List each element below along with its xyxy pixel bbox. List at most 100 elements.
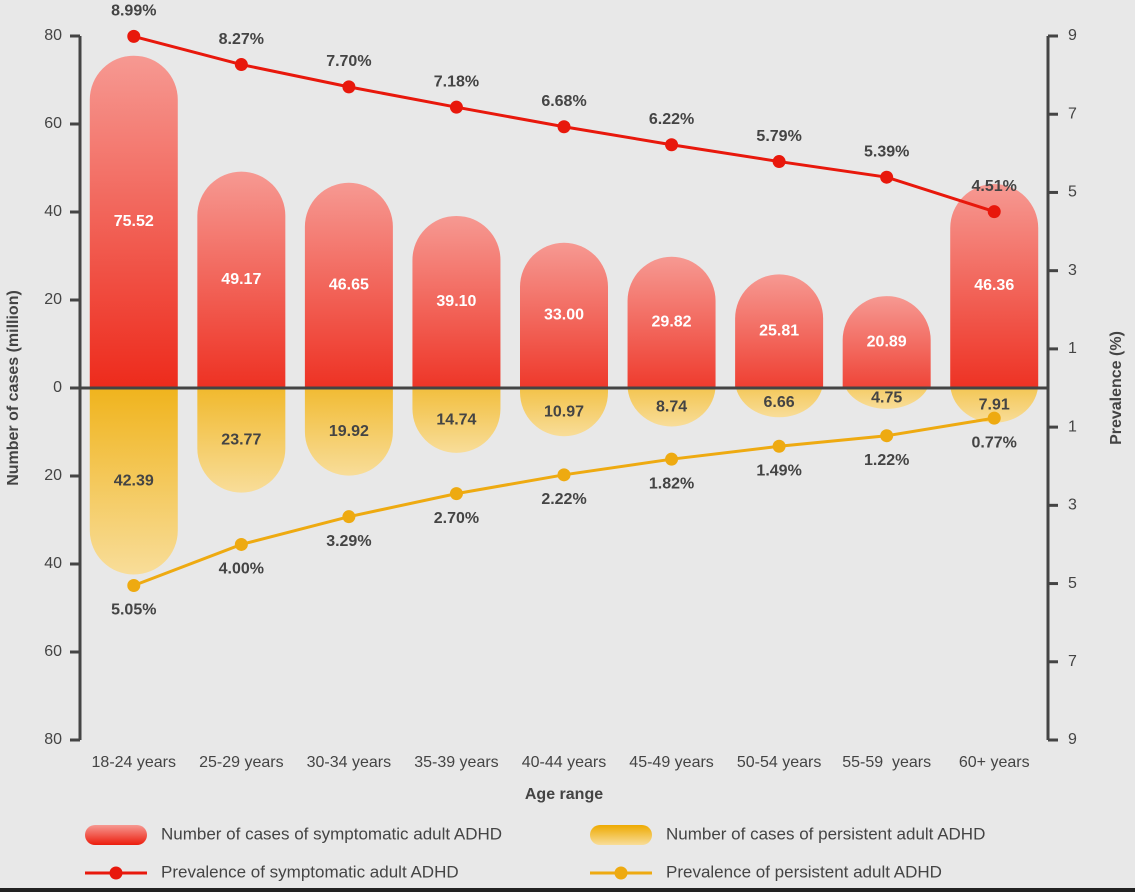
- y-tick-label: 20: [44, 467, 62, 484]
- x-tick-label: 40-44 years: [522, 754, 607, 771]
- bar-value-label: 8.74: [656, 398, 687, 415]
- line-point: [772, 155, 786, 169]
- bar: [736, 388, 823, 418]
- bar-value-label: 6.66: [764, 394, 795, 411]
- bar-value-label: 39.10: [436, 293, 476, 310]
- bar: [845, 388, 928, 409]
- y2-tick-label: 7: [1068, 653, 1077, 670]
- bar-value-label: 42.39: [114, 472, 154, 489]
- line-value-label: 4.51%: [972, 178, 1017, 195]
- legend-label: Number of cases of symptomatic adult ADH…: [161, 824, 502, 843]
- line-point: [987, 205, 1001, 219]
- y-tick-label: 0: [53, 379, 62, 396]
- legend-swatch: [590, 825, 652, 845]
- x-axis-label: Age range: [525, 786, 603, 803]
- line-point: [127, 29, 141, 43]
- bar: [950, 388, 1038, 423]
- legend-swatch: [85, 825, 147, 845]
- bar-value-label: 46.36: [974, 277, 1014, 294]
- x-tick-label: 30-34 years: [307, 754, 392, 771]
- line-value-label: 0.77%: [972, 434, 1017, 451]
- x-tick-label: 18-24 years: [92, 754, 177, 771]
- bar: [520, 388, 608, 437]
- line-value-label: 7.70%: [326, 53, 371, 70]
- line-value-label: 6.22%: [649, 111, 694, 128]
- y2-tick-label: 3: [1068, 262, 1077, 279]
- y-tick-label: 60: [44, 115, 62, 132]
- y2-tick-label: 9: [1068, 27, 1077, 44]
- x-tick-label: 55-59 years: [842, 754, 931, 771]
- bar: [412, 388, 501, 453]
- legend-swatch: [109, 866, 123, 880]
- bar: [89, 55, 178, 388]
- bar: [735, 274, 824, 388]
- x-tick-label: 60+ years: [959, 754, 1030, 771]
- line-value-label: 1.22%: [864, 452, 909, 469]
- y-tick-label: 60: [44, 643, 62, 660]
- bar-value-label: 4.75: [871, 390, 902, 407]
- bar-value-label: 33.00: [544, 307, 584, 324]
- line-point: [557, 120, 571, 134]
- legend-label: Prevalence of symptomatic adult ADHD: [161, 862, 459, 881]
- bar-value-label: 25.81: [759, 322, 799, 339]
- y-tick-label: 40: [44, 555, 62, 572]
- bar-value-label: 46.65: [329, 277, 369, 294]
- bar: [627, 256, 716, 388]
- bottom-border: [0, 888, 1135, 892]
- line-point: [449, 487, 463, 501]
- bar: [627, 388, 716, 427]
- line-value-label: 5.79%: [756, 128, 801, 145]
- bar: [520, 242, 608, 388]
- y2-tick-label: 5: [1068, 184, 1077, 201]
- y2-tick-label: 3: [1068, 497, 1077, 514]
- y2-tick-label: 5: [1068, 575, 1077, 592]
- line-value-label: 6.68%: [541, 93, 586, 110]
- legend-label: Number of cases of persistent adult ADHD: [666, 824, 985, 843]
- y-tick-label: 80: [44, 27, 62, 44]
- line-point: [987, 411, 1001, 425]
- y2-tick-label: 1: [1068, 418, 1077, 435]
- bar: [304, 182, 393, 388]
- line-point: [880, 170, 894, 184]
- bar: [197, 171, 286, 388]
- y-axis-label: Number of cases (million): [5, 290, 22, 486]
- line-point: [449, 100, 463, 114]
- line-value-label: 3.29%: [326, 533, 371, 550]
- line-value-label: 5.05%: [111, 602, 156, 619]
- line-value-label: 1.49%: [756, 462, 801, 479]
- bar-value-label: 7.91: [979, 397, 1010, 414]
- bar: [304, 388, 393, 476]
- bar-value-label: 14.74: [436, 412, 476, 429]
- legend-swatch: [614, 866, 628, 880]
- x-tick-label: 50-54 years: [737, 754, 822, 771]
- y2-tick-label: 1: [1068, 340, 1077, 357]
- line-point: [234, 58, 248, 72]
- line-point: [880, 429, 894, 443]
- bar-value-label: 19.92: [329, 423, 369, 440]
- line-point: [772, 439, 786, 453]
- bar: [950, 184, 1039, 388]
- y2-tick-label: 7: [1068, 105, 1077, 122]
- x-tick-label: 45-49 years: [629, 754, 714, 771]
- bar: [89, 388, 178, 575]
- line-point: [557, 468, 571, 482]
- bar: [842, 296, 931, 388]
- y2-axis-label: Prevalence (%): [1108, 331, 1125, 445]
- y2-tick-label: 9: [1068, 731, 1077, 748]
- x-tick-label: 25-29 years: [199, 754, 284, 771]
- bar-value-label: 23.77: [221, 432, 261, 449]
- line-point: [234, 537, 248, 551]
- y-tick-label: 40: [44, 203, 62, 220]
- line-value-label: 8.27%: [219, 31, 264, 48]
- y-tick-label: 20: [44, 291, 62, 308]
- bar-value-label: 49.17: [221, 271, 261, 288]
- line-value-label: 2.70%: [434, 510, 479, 527]
- line-value-label: 2.22%: [541, 491, 586, 508]
- line-value-label: 4.00%: [219, 561, 264, 578]
- line-point: [665, 452, 679, 466]
- line-point: [665, 138, 679, 152]
- y-tick-label: 80: [44, 731, 62, 748]
- bar-value-label: 10.97: [544, 403, 584, 420]
- line-value-label: 1.82%: [649, 475, 694, 492]
